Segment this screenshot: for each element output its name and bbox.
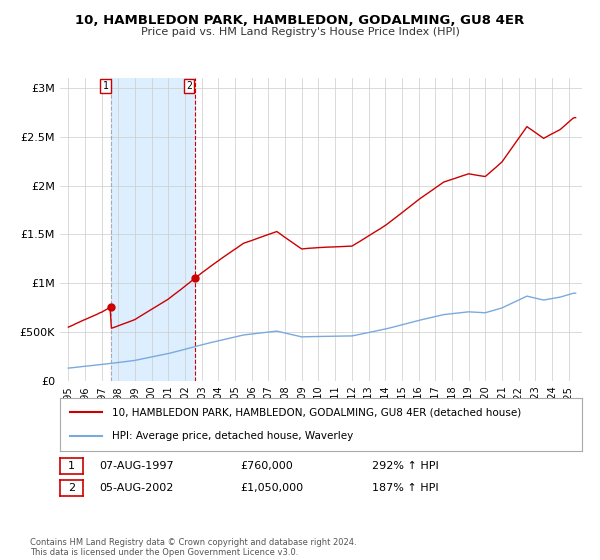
- Text: 1: 1: [68, 461, 75, 471]
- Text: Contains HM Land Registry data © Crown copyright and database right 2024.
This d: Contains HM Land Registry data © Crown c…: [30, 538, 356, 557]
- Bar: [112, 78, 195, 381]
- Text: HPI: Average price, detached house, Waverley: HPI: Average price, detached house, Wave…: [112, 431, 353, 441]
- Text: 187% ↑ HPI: 187% ↑ HPI: [372, 483, 439, 493]
- Text: 1: 1: [103, 81, 109, 91]
- Text: 10, HAMBLEDON PARK, HAMBLEDON, GODALMING, GU8 4ER: 10, HAMBLEDON PARK, HAMBLEDON, GODALMING…: [76, 14, 524, 27]
- Text: 2: 2: [186, 81, 192, 91]
- Text: Price paid vs. HM Land Registry's House Price Index (HPI): Price paid vs. HM Land Registry's House …: [140, 27, 460, 37]
- Text: 292% ↑ HPI: 292% ↑ HPI: [372, 461, 439, 471]
- Text: 05-AUG-2002: 05-AUG-2002: [99, 483, 173, 493]
- Text: 2: 2: [68, 483, 75, 493]
- Text: 10, HAMBLEDON PARK, HAMBLEDON, GODALMING, GU8 4ER (detached house): 10, HAMBLEDON PARK, HAMBLEDON, GODALMING…: [112, 408, 521, 418]
- Text: £760,000: £760,000: [240, 461, 293, 471]
- Text: 07-AUG-1997: 07-AUG-1997: [99, 461, 173, 471]
- Text: £1,050,000: £1,050,000: [240, 483, 303, 493]
